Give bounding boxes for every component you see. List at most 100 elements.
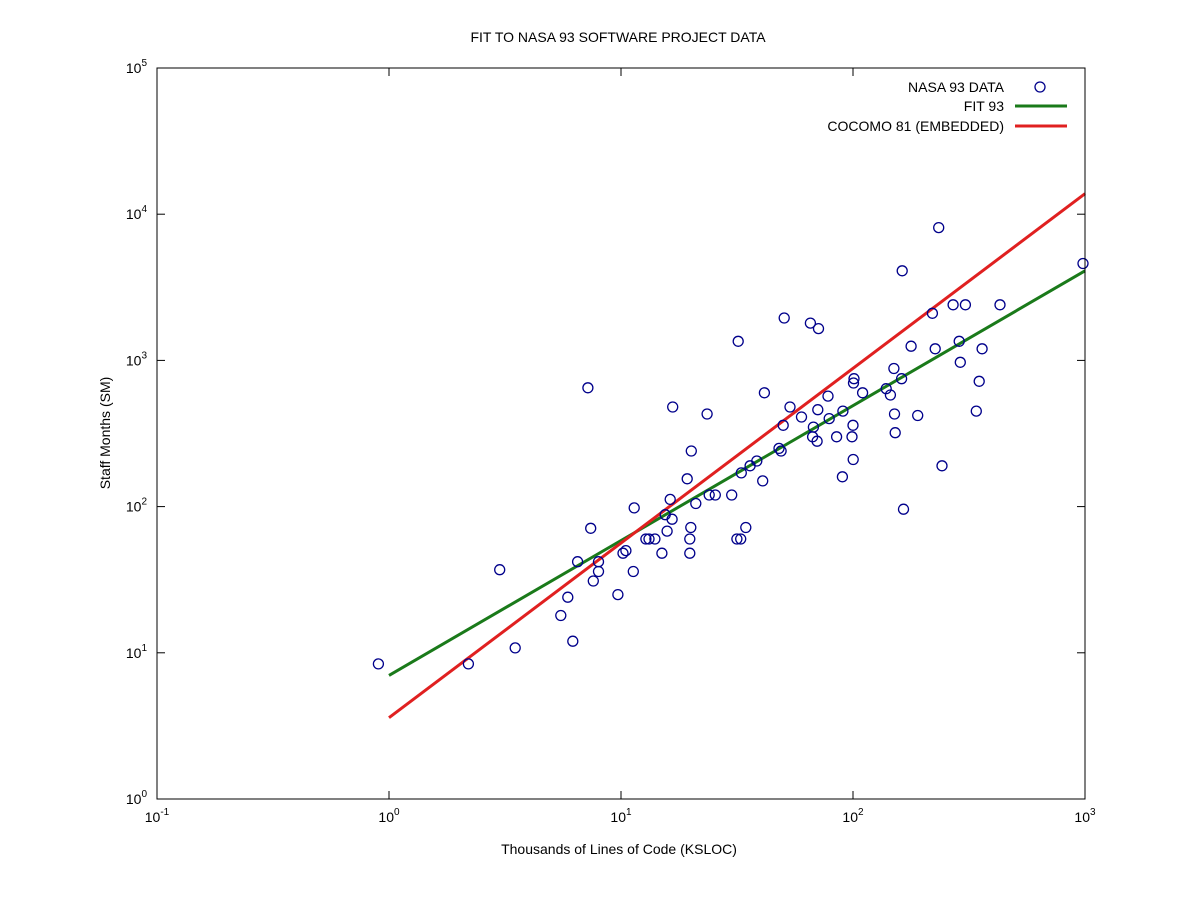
data-point <box>947 299 959 311</box>
x-tick-label: 10-1 <box>145 807 170 825</box>
y-tick-label: 101 <box>126 643 148 661</box>
y-tick-base: 10 <box>126 60 142 76</box>
x-tick-label: 101 <box>610 807 632 825</box>
data-point <box>731 533 743 545</box>
data-point <box>778 312 790 324</box>
data-point <box>795 411 808 423</box>
data-point <box>585 522 597 534</box>
cocomo-81-line <box>388 192 1086 719</box>
x-tick-base: 10 <box>842 809 858 825</box>
y-tick-exponent: 2 <box>141 497 147 508</box>
data-point <box>649 533 661 545</box>
y-tick-exponent: 0 <box>141 789 147 800</box>
data-point <box>684 533 696 545</box>
data-point <box>936 460 948 472</box>
data-point <box>895 373 908 385</box>
data-point <box>812 322 825 335</box>
data-point <box>592 556 605 568</box>
data-point <box>372 658 385 670</box>
data-point <box>661 525 673 537</box>
data-point <box>994 299 1006 311</box>
legend-label: COCOMO 81 (EMBEDDED) <box>827 118 1004 134</box>
y-tick-exponent: 5 <box>141 58 147 69</box>
data-point <box>628 502 640 514</box>
data-point <box>970 405 982 417</box>
data-point <box>773 442 785 455</box>
y-tick-label: 105 <box>126 58 148 76</box>
x-tick-label: 102 <box>842 807 864 825</box>
x-tick-exponent: 3 <box>1090 807 1096 818</box>
x-tick-label: 100 <box>378 807 400 825</box>
data-point <box>812 404 824 416</box>
data-point <box>888 362 900 375</box>
data-point <box>703 489 715 501</box>
data-point <box>848 373 860 385</box>
data-point <box>681 473 693 485</box>
data-point <box>847 419 859 431</box>
x-tick-base: 10 <box>145 809 161 825</box>
data-point <box>462 658 475 670</box>
data-point <box>836 471 849 483</box>
data-point <box>666 513 678 525</box>
y-tick-base: 10 <box>126 791 142 807</box>
y-tick-label: 103 <box>126 350 148 368</box>
y-tick-exponent: 4 <box>141 204 147 215</box>
fit-93-line <box>388 269 1086 677</box>
data-point <box>656 547 668 559</box>
data-point <box>685 521 697 534</box>
data-point <box>640 533 652 545</box>
data-point <box>884 389 897 401</box>
data-point <box>896 265 908 277</box>
data-point <box>954 356 966 368</box>
data-point <box>822 390 834 402</box>
data-point <box>582 382 594 394</box>
data-point <box>1077 257 1089 270</box>
x-axis-title: Thousands of Lines of Code (KSLOC) <box>501 841 737 857</box>
y-tick-exponent: 1 <box>141 643 147 654</box>
data-point <box>804 317 817 329</box>
x-tick-exponent: 2 <box>858 807 864 818</box>
data-point <box>587 575 599 587</box>
data-point <box>888 408 901 420</box>
data-point <box>751 455 763 467</box>
data-point <box>571 556 584 568</box>
data-point <box>620 544 632 557</box>
legend-label: FIT 93 <box>964 98 1004 114</box>
data-point <box>777 419 789 431</box>
data-point <box>509 642 521 654</box>
data-point <box>685 445 697 457</box>
data-point <box>735 533 747 545</box>
data-point <box>709 489 721 501</box>
y-tick-base: 10 <box>126 499 142 515</box>
x-tick-base: 10 <box>378 809 394 825</box>
data-point <box>612 588 624 601</box>
data-point <box>664 493 676 506</box>
y-tick-label: 100 <box>126 789 148 807</box>
data-point <box>926 307 939 319</box>
data-point <box>757 475 769 487</box>
data-point <box>567 635 579 647</box>
x-tick-exponent: 1 <box>626 807 632 818</box>
data-point <box>684 547 696 559</box>
data-point <box>905 340 917 352</box>
data-point <box>823 412 835 425</box>
data-point <box>959 299 972 311</box>
x-tick-exponent: 0 <box>394 807 400 818</box>
x-tick-label: 103 <box>1074 807 1096 825</box>
data-point <box>617 547 629 559</box>
data-point <box>735 467 747 479</box>
x-tick-exponent: -1 <box>160 807 169 818</box>
data-point <box>889 427 901 439</box>
data-point <box>643 533 655 545</box>
data-point <box>726 489 738 501</box>
data-point <box>690 497 702 510</box>
y-tick-base: 10 <box>126 645 142 661</box>
data-point <box>912 409 924 422</box>
x-tick-base: 10 <box>1074 809 1090 825</box>
data-point <box>976 343 988 355</box>
legend-marker-circle <box>1034 81 1046 93</box>
data-point <box>494 564 506 576</box>
